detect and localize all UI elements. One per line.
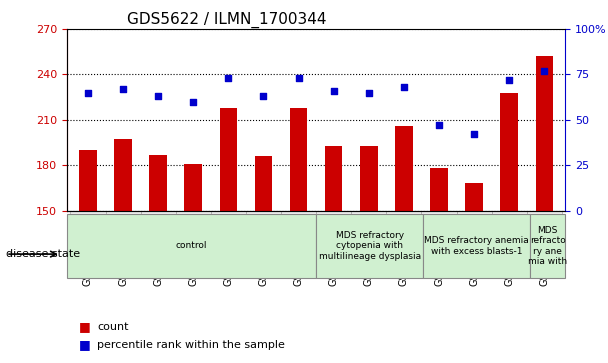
Text: GDS5622 / ILMN_1700344: GDS5622 / ILMN_1700344 [126,12,326,28]
Bar [395,126,413,363]
FancyBboxPatch shape [351,211,386,241]
Point [399,84,409,90]
Point [329,88,339,94]
Text: MDS refractory anemia
with excess blasts-1: MDS refractory anemia with excess blasts… [424,236,529,256]
Point [294,75,303,81]
FancyBboxPatch shape [527,211,562,241]
Text: disease state: disease state [6,249,80,259]
FancyBboxPatch shape [71,211,106,241]
Bar [79,150,97,363]
FancyBboxPatch shape [67,214,316,278]
Bar [290,108,308,363]
Bar [184,164,202,363]
FancyBboxPatch shape [246,211,281,241]
FancyBboxPatch shape [140,211,176,241]
Bar [500,93,518,363]
Text: count: count [97,322,129,332]
Point [224,75,233,81]
FancyBboxPatch shape [492,211,527,241]
Point [118,86,128,92]
Point [364,90,374,95]
Text: MDS
refracto
ry ane
mia with: MDS refracto ry ane mia with [528,226,567,266]
Text: control: control [176,241,207,250]
FancyBboxPatch shape [106,211,140,241]
Text: ■: ■ [79,338,91,351]
Point [188,99,198,105]
Point [83,90,93,95]
Text: ■: ■ [79,320,91,333]
Bar [219,108,237,363]
FancyBboxPatch shape [421,211,457,241]
FancyBboxPatch shape [386,211,421,241]
Point [469,131,479,137]
Text: MDS refractory
cytopenia with
multilineage dysplasia: MDS refractory cytopenia with multilinea… [319,231,421,261]
Bar [255,156,272,363]
Bar [430,168,448,363]
Text: percentile rank within the sample: percentile rank within the sample [97,340,285,350]
FancyBboxPatch shape [457,211,492,241]
FancyBboxPatch shape [281,211,316,241]
Point [258,93,268,99]
Bar [325,146,342,363]
FancyBboxPatch shape [211,211,246,241]
Bar [360,146,378,363]
Point [153,93,163,99]
Point [539,68,549,74]
Bar [465,183,483,363]
Point [434,122,444,128]
Bar [114,139,132,363]
FancyBboxPatch shape [530,214,565,278]
FancyBboxPatch shape [316,214,423,278]
FancyBboxPatch shape [423,214,530,278]
Bar [150,155,167,363]
Bar [536,56,553,363]
Point [505,77,514,83]
FancyBboxPatch shape [316,211,351,241]
FancyBboxPatch shape [176,211,211,241]
